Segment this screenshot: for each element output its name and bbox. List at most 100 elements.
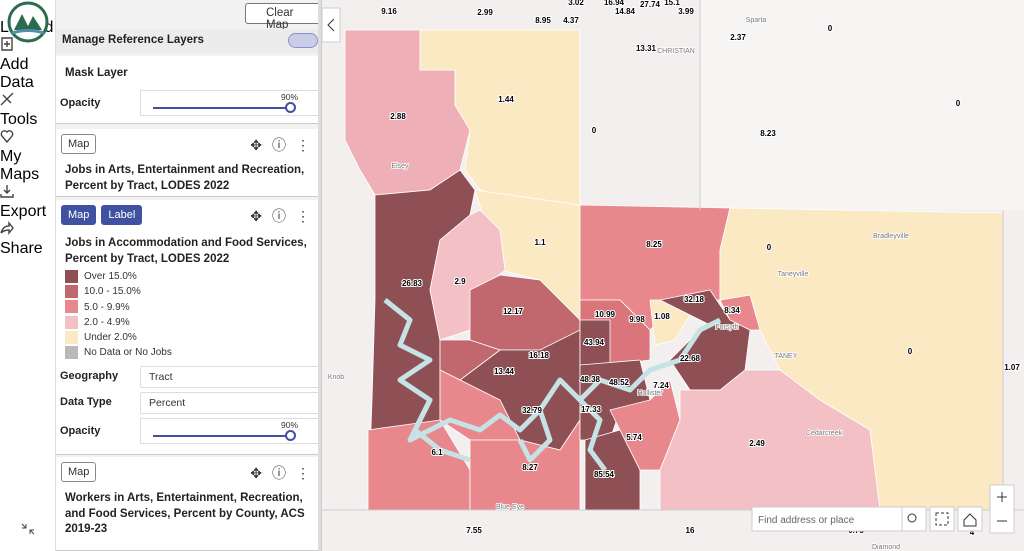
place-label: Forsyth bbox=[715, 324, 738, 331]
map-label: 9.98 bbox=[629, 315, 645, 324]
map-label: 3.02 bbox=[568, 0, 584, 7]
layer-button[interactable]: Map bbox=[61, 462, 97, 482]
collapse-panel[interactable] bbox=[321, 7, 341, 43]
map-label: 2.49 bbox=[749, 439, 765, 448]
slider-thumb[interactable] bbox=[285, 102, 296, 113]
map-label: 32.18 bbox=[684, 295, 705, 304]
clear-map-button[interactable]: Clear Map bbox=[245, 3, 321, 31]
tract bbox=[659, 369, 881, 511]
search-placeholder: Find address or place bbox=[758, 515, 855, 526]
lake bbox=[383, 298, 722, 472]
setting-select[interactable]: Percent bbox=[140, 392, 320, 414]
slider-value: 90% bbox=[281, 420, 299, 430]
nav-item[interactable]: Share bbox=[0, 221, 55, 258]
side-panel: Clear Map Manage Reference Layers Mask Lay… bbox=[56, 0, 322, 551]
lake-arm bbox=[383, 298, 722, 443]
layer-buttons: Map Label bbox=[61, 205, 147, 225]
icon-path bbox=[0, 130, 14, 144]
icon-path bbox=[0, 221, 14, 235]
map-label: 8.25 bbox=[646, 240, 662, 249]
search-icon bbox=[907, 513, 917, 523]
place-label: Bradleyville bbox=[873, 233, 909, 240]
nav-item[interactable]: Add Data bbox=[0, 37, 55, 92]
place-label: Knob bbox=[328, 374, 344, 381]
toggle[interactable] bbox=[288, 33, 318, 48]
tool-icon[interactable]: ⓘ bbox=[272, 465, 286, 481]
legend: Over 15.0% 10.0 - 15.0% 5.0 - 9.9% 2.0 - 4.… bbox=[56, 269, 172, 361]
mask-layer-card: Mask Layer Opacity 90% bbox=[56, 56, 320, 124]
nav-item[interactable]: My Maps bbox=[0, 129, 55, 184]
nav-label: Share bbox=[0, 240, 43, 257]
county-area bbox=[700, 0, 1024, 210]
opacity-label: Opacity bbox=[60, 425, 101, 437]
tract bbox=[419, 29, 581, 206]
nav-icon bbox=[0, 92, 14, 106]
layer-button[interactable]: Map bbox=[61, 134, 97, 154]
icon-path bbox=[0, 185, 14, 198]
opacity-slider[interactable]: 90% bbox=[140, 90, 320, 116]
legend-swatch bbox=[65, 285, 78, 299]
tool-icon[interactable]: ⓘ bbox=[272, 208, 286, 224]
layer-tools[interactable]: ✥ ⓘ ⋮ bbox=[250, 135, 310, 155]
tool-icon[interactable]: ⋮ bbox=[296, 136, 310, 153]
qr-button[interactable] bbox=[929, 506, 955, 532]
opacity-slider[interactable]: 90% bbox=[140, 418, 320, 444]
setting-select[interactable]: Tract bbox=[140, 366, 320, 388]
lake-arm bbox=[578, 398, 607, 472]
map-label: 1.08 bbox=[654, 312, 670, 321]
map-label: 1.1 bbox=[534, 238, 546, 247]
tract bbox=[439, 339, 501, 381]
legend-label: Under 2.0% bbox=[84, 332, 137, 344]
tool-icon[interactable]: ✥ bbox=[250, 464, 262, 481]
place-label: Sparta bbox=[746, 17, 767, 24]
legend-swatch bbox=[65, 300, 78, 314]
setting-label: Geography bbox=[60, 370, 119, 382]
home-icon bbox=[963, 513, 977, 527]
nav-item[interactable]: Tools bbox=[0, 92, 55, 129]
tool-icon[interactable]: ⓘ bbox=[272, 137, 286, 153]
tool-icon[interactable]: ⋮ bbox=[296, 464, 310, 481]
layer-tools[interactable]: ✥ ⓘ ⋮ bbox=[250, 463, 310, 483]
map-label: 2.88 bbox=[390, 112, 406, 121]
place-label: Hollister bbox=[637, 390, 663, 397]
layer-tools[interactable]: ✥ ⓘ ⋮ bbox=[250, 206, 310, 226]
legend-label: Over 15.0% bbox=[84, 271, 137, 282]
map-label: 8.34 bbox=[724, 306, 740, 315]
map-label: 43.94 bbox=[584, 338, 605, 347]
icon-path bbox=[0, 92, 14, 106]
layer-title: Jobs in Arts, Entertainment and Recreati… bbox=[65, 164, 305, 192]
map-label: 2.37 bbox=[730, 33, 746, 42]
map-label: 16 bbox=[686, 526, 695, 535]
map-label: 48.52 bbox=[609, 378, 630, 387]
legend-item: 10.0 - 15.0% bbox=[56, 284, 172, 299]
search-box[interactable] bbox=[751, 506, 903, 532]
map-label: 16.94 bbox=[604, 0, 625, 7]
layer-button[interactable]: Map bbox=[61, 205, 97, 225]
map-label: 3.99 bbox=[678, 7, 694, 16]
slider-track bbox=[153, 435, 291, 437]
map-label: 32.79 bbox=[522, 406, 543, 415]
map-label: 10.99 bbox=[595, 310, 616, 319]
legend-item: No Data or No Jobs bbox=[56, 345, 172, 360]
tool-icon[interactable]: ✥ bbox=[250, 136, 262, 153]
opacity-label: Opacity bbox=[60, 97, 101, 109]
layer-button[interactable]: Label bbox=[101, 205, 143, 225]
map-label: 15.1 bbox=[664, 0, 680, 7]
tool-icon[interactable]: ⋮ bbox=[296, 207, 310, 224]
nav-item[interactable]: Export bbox=[0, 184, 55, 221]
nav-icon bbox=[0, 221, 14, 235]
home-button[interactable] bbox=[957, 506, 983, 532]
reference-layers-row: Manage Reference Layers bbox=[56, 29, 318, 53]
map-label: 27.74 bbox=[640, 0, 661, 9]
tool-icon[interactable]: ✥ bbox=[250, 207, 262, 224]
logo bbox=[7, 1, 49, 43]
slider-value: 90% bbox=[281, 92, 299, 102]
slider-thumb[interactable] bbox=[285, 430, 296, 441]
setting-label: Data Type bbox=[60, 396, 112, 408]
search-button[interactable] bbox=[901, 506, 927, 532]
legend-swatch bbox=[65, 269, 78, 283]
map-label: 7.24 bbox=[653, 381, 669, 390]
layer-card: Map ✥ ⓘ ⋮ Workers in Arts, Entertainment, Re… bbox=[56, 457, 318, 551]
